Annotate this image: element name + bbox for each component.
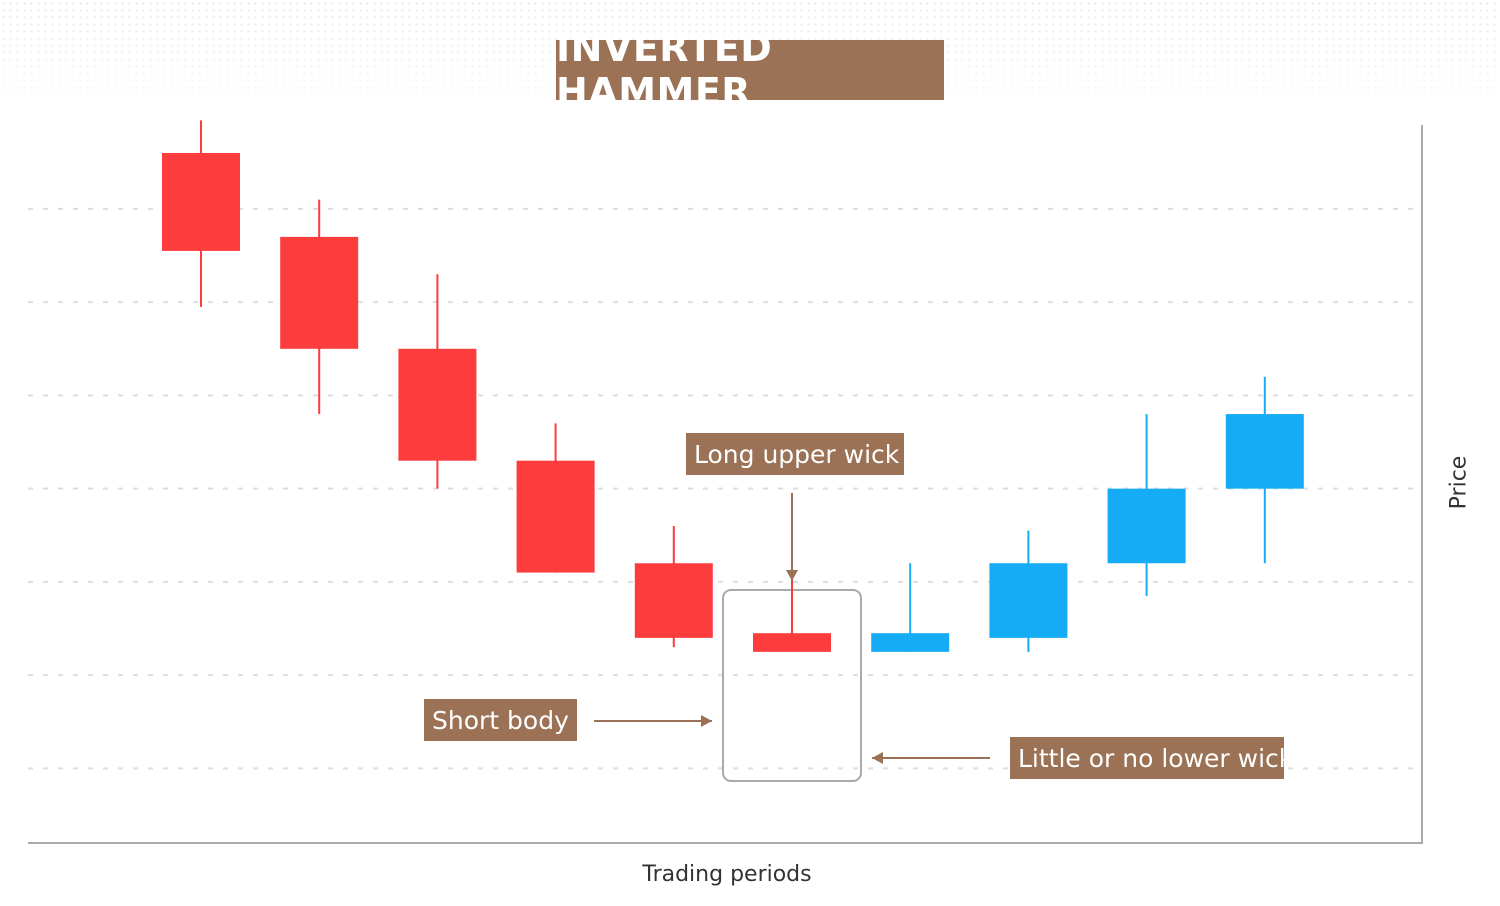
candle-3 [398,274,477,489]
little-lower-wick-arrow [872,752,990,764]
little-lower-wick-arrow-head [872,752,883,764]
candle-10-body [1225,414,1304,489]
candle-2-body [280,236,359,349]
candle-8 [989,530,1068,652]
x-axis-label: Trading periods [642,862,812,887]
long-upper-wick-arrow-head [786,570,798,581]
short-body-arrow-head [701,715,712,727]
candle-1-body [162,152,240,251]
candle-5 [634,525,713,648]
long-upper-wick-label: Long upper wick [686,433,904,475]
y-axis-label: Price [1446,455,1472,510]
long-upper-wick-arrow [786,493,798,581]
candle-2 [280,199,359,415]
candle-9-body [1107,488,1186,564]
candle-7-body [871,633,950,652]
candle-1 [162,120,240,307]
candle-3-body [398,348,477,461]
candle-6-body [753,633,831,652]
candle-7 [871,563,950,652]
annotation-arrows [594,493,990,764]
short-body-label: Short body [424,699,577,741]
grid-lines [28,207,1422,770]
candle-10 [1225,376,1304,564]
candle-5-body [634,563,713,638]
candle-4 [516,423,595,573]
candle-4-body [516,460,595,573]
candle-9 [1107,414,1186,596]
little-lower-wick-label: Little or no lower wick [1010,737,1293,779]
short-body-arrow [594,715,712,727]
candle-8-body [989,563,1068,638]
candles [162,120,1304,652]
